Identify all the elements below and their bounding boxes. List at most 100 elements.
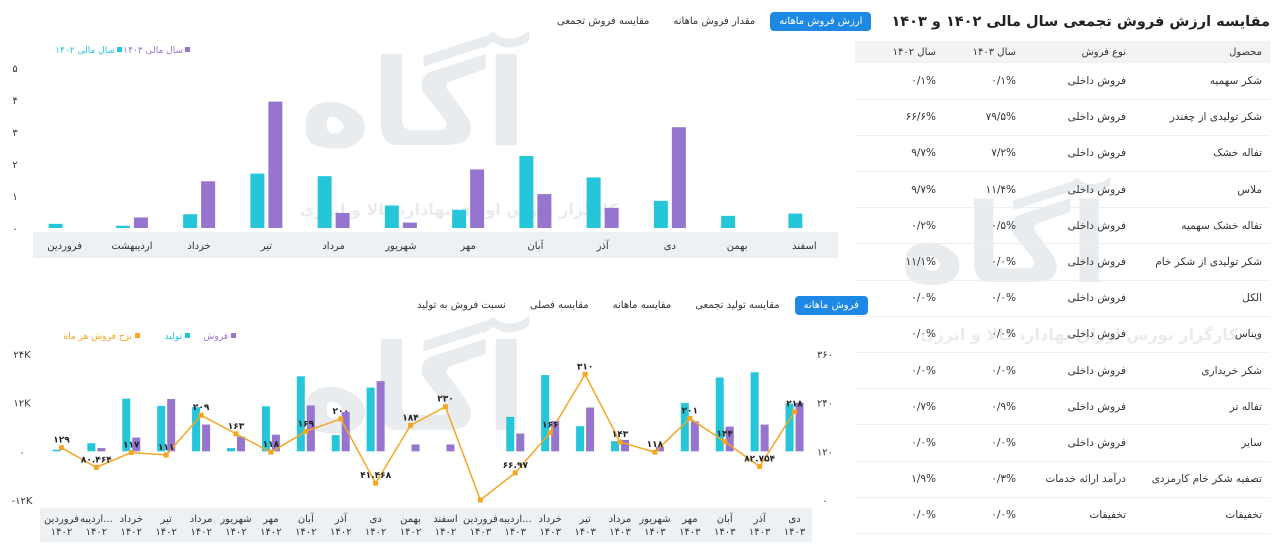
- legend-label-1402[interactable]: سال مالی ۱۴۰۲: [55, 46, 115, 56]
- bar-1402[interactable]: [115, 225, 130, 228]
- bar-1402[interactable]: [788, 213, 803, 228]
- bar-production[interactable]: [331, 435, 340, 452]
- bar-1402[interactable]: [519, 156, 534, 228]
- top-chart-tab-2[interactable]: مقایسه فروش تجمعی: [557, 16, 650, 27]
- bar-production[interactable]: [366, 387, 375, 452]
- bar-1402[interactable]: [48, 223, 63, 228]
- bar-sales[interactable]: [655, 446, 664, 452]
- bar-production[interactable]: [680, 403, 689, 452]
- bar-sales[interactable]: [97, 448, 106, 452]
- bar-production[interactable]: [52, 449, 61, 452]
- bar-sales[interactable]: [516, 433, 525, 452]
- bar-1402[interactable]: [452, 209, 467, 228]
- bar-1402[interactable]: [586, 177, 601, 228]
- bar-production[interactable]: [541, 375, 550, 452]
- bar-sales[interactable]: [306, 405, 315, 452]
- bar-1403[interactable]: [268, 101, 283, 228]
- sales-rate-point[interactable]: [652, 449, 658, 455]
- bar-1403[interactable]: [604, 207, 619, 228]
- cell-product: شکر سهمیه: [1130, 63, 1270, 100]
- sales-rate-point[interactable]: [757, 463, 763, 469]
- bottom-chart-tab-1[interactable]: مقایسه تولید تجمعی: [695, 300, 780, 311]
- bar-production[interactable]: [227, 448, 235, 452]
- bar-sales[interactable]: [446, 444, 455, 452]
- bottom-chart-tab-4[interactable]: نسبت فروش به تولید: [417, 300, 506, 311]
- bar-production[interactable]: [611, 441, 619, 452]
- sales-rate-point[interactable]: [268, 449, 274, 455]
- sales-rate-point[interactable]: [617, 439, 623, 445]
- sales-rate-point[interactable]: [373, 480, 379, 486]
- bar-1403[interactable]: [470, 169, 485, 228]
- bar-production[interactable]: [750, 372, 759, 452]
- bar-1403[interactable]: [201, 181, 216, 228]
- bar-sales[interactable]: [551, 420, 560, 452]
- bar-sales[interactable]: [725, 426, 734, 452]
- bar-1403[interactable]: [671, 127, 686, 228]
- bar-sales[interactable]: [167, 399, 176, 452]
- top-chart-tab-1[interactable]: مقدار فروش ماهانه: [673, 16, 756, 27]
- bar-sales[interactable]: [271, 434, 280, 452]
- bar-sales[interactable]: [621, 439, 629, 452]
- bar-1402[interactable]: [721, 215, 736, 228]
- top-chart-tab-0[interactable]: ارزش فروش ماهانه: [770, 12, 872, 31]
- column-header-1402[interactable]: سال ۱۴۰۲: [892, 46, 936, 58]
- bar-1402[interactable]: [384, 205, 399, 228]
- bar-production[interactable]: [261, 406, 270, 452]
- bar-sales[interactable]: [376, 381, 385, 452]
- column-header-sale-type[interactable]: نوع فروش: [1081, 46, 1126, 58]
- bar-sales[interactable]: [132, 437, 141, 452]
- sales-rate-point[interactable]: [722, 439, 728, 445]
- bar-sales[interactable]: [586, 407, 595, 452]
- bar-production[interactable]: [157, 405, 166, 452]
- bar-sales[interactable]: [795, 402, 804, 452]
- bar-1402[interactable]: [317, 176, 332, 228]
- sales-rate-point[interactable]: [303, 428, 309, 434]
- sales-rate-point[interactable]: [58, 445, 64, 451]
- legend-production-label[interactable]: تولید: [165, 332, 183, 342]
- bar-1403[interactable]: [133, 217, 148, 228]
- bottom-chart-tab-2[interactable]: مقایسه ماهانه: [612, 300, 672, 311]
- bar-production[interactable]: [785, 403, 794, 452]
- column-header-product[interactable]: محصول: [1229, 46, 1262, 58]
- sales-rate-point[interactable]: [582, 371, 588, 377]
- sales-rate-point[interactable]: [512, 470, 518, 476]
- bar-1402[interactable]: [250, 173, 265, 228]
- bar-sales[interactable]: [341, 411, 350, 452]
- sales-rate-point[interactable]: [547, 430, 553, 436]
- sales-rate-point[interactable]: [442, 404, 448, 410]
- column-header-1403[interactable]: سال ۱۴۰۳: [972, 46, 1016, 58]
- bar-production[interactable]: [576, 426, 585, 452]
- bar-production[interactable]: [122, 398, 131, 452]
- sales-rate-point[interactable]: [477, 497, 483, 503]
- bar-production[interactable]: [715, 377, 724, 452]
- sales-rate-point[interactable]: [128, 450, 134, 456]
- bar-1403[interactable]: [537, 194, 552, 228]
- sales-rate-point[interactable]: [408, 422, 414, 428]
- bar-production[interactable]: [296, 376, 305, 452]
- bar-sales[interactable]: [237, 436, 245, 452]
- bar-sales[interactable]: [411, 444, 420, 452]
- bar-production[interactable]: [192, 407, 201, 452]
- sales-rate-point[interactable]: [198, 412, 204, 418]
- y-right-tick-label: ۳۶۰: [817, 350, 833, 361]
- bar-1402[interactable]: [183, 214, 198, 228]
- sales-rate-point[interactable]: [687, 415, 693, 421]
- sales-rate-point[interactable]: [792, 409, 798, 415]
- legend-label-1403[interactable]: سال مالی ۱۴۰۳: [123, 46, 183, 56]
- bar-1403[interactable]: [335, 212, 350, 228]
- bottom-chart-tab-3[interactable]: مقایسه فصلی: [529, 300, 589, 311]
- bar-1402[interactable]: [653, 200, 668, 228]
- bar-production[interactable]: [506, 416, 515, 452]
- bar-sales[interactable]: [202, 424, 211, 452]
- bar-sales[interactable]: [690, 421, 699, 452]
- bar-production[interactable]: [87, 443, 96, 452]
- sales-rate-point[interactable]: [233, 431, 239, 437]
- legend-sales-rate-label[interactable]: نرخ فروش هر ماه: [64, 332, 132, 342]
- legend-sales-label[interactable]: فروش: [203, 332, 228, 342]
- bar-sales[interactable]: [760, 424, 769, 452]
- bar-1403[interactable]: [402, 222, 417, 228]
- sales-rate-point[interactable]: [93, 464, 99, 470]
- bottom-chart-tab-0[interactable]: فروش ماهانه: [794, 296, 868, 315]
- sales-rate-point[interactable]: [338, 416, 344, 422]
- sales-rate-point[interactable]: [163, 452, 169, 458]
